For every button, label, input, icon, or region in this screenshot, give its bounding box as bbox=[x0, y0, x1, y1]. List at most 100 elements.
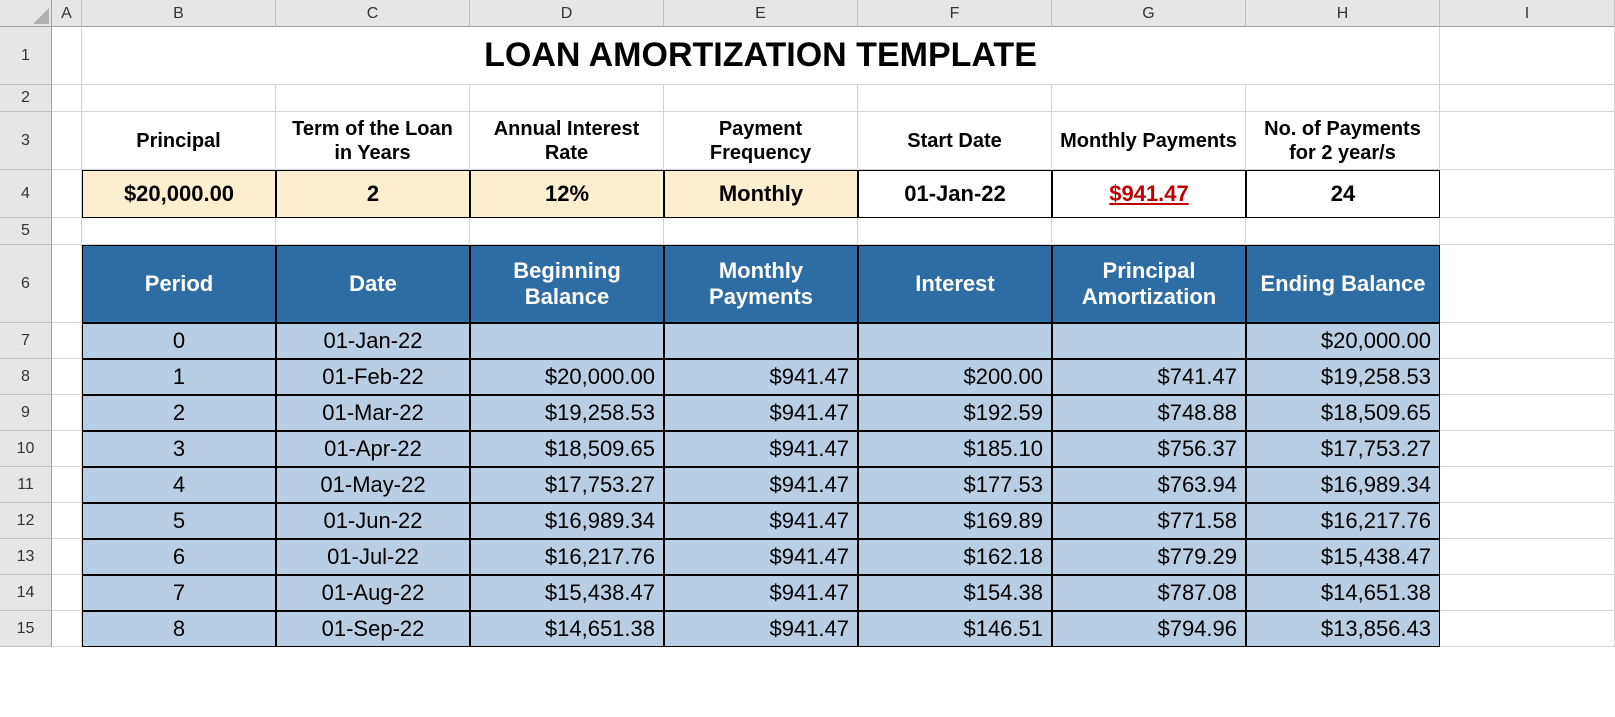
table-cell-r4-c4[interactable]: $177.53 bbox=[858, 467, 1052, 503]
table-cell-r5-c4[interactable]: $169.89 bbox=[858, 503, 1052, 539]
row-header-7[interactable]: 7 bbox=[0, 323, 52, 359]
cell-I12[interactable] bbox=[1440, 503, 1615, 539]
table-cell-r5-c2[interactable]: $16,989.34 bbox=[470, 503, 664, 539]
param-value-3[interactable]: Monthly bbox=[664, 170, 858, 218]
cell-I3[interactable] bbox=[1440, 112, 1615, 170]
cell-I14[interactable] bbox=[1440, 575, 1615, 611]
column-header-E[interactable]: E bbox=[664, 0, 858, 27]
table-cell-r4-c6[interactable]: $16,989.34 bbox=[1246, 467, 1440, 503]
cell-G5[interactable] bbox=[1052, 218, 1246, 245]
param-value-5[interactable]: $941.47 bbox=[1052, 170, 1246, 218]
cell-A4[interactable] bbox=[52, 170, 82, 218]
table-cell-r2-c3[interactable]: $941.47 bbox=[664, 395, 858, 431]
table-cell-r2-c5[interactable]: $748.88 bbox=[1052, 395, 1246, 431]
table-cell-r7-c6[interactable]: $14,651.38 bbox=[1246, 575, 1440, 611]
cell-H2[interactable] bbox=[1246, 85, 1440, 112]
column-header-B[interactable]: B bbox=[82, 0, 276, 27]
table-cell-r6-c2[interactable]: $16,217.76 bbox=[470, 539, 664, 575]
table-cell-r1-c5[interactable]: $741.47 bbox=[1052, 359, 1246, 395]
cell-I7[interactable] bbox=[1440, 323, 1615, 359]
table-cell-r0-c4[interactable] bbox=[858, 323, 1052, 359]
cell-F5[interactable] bbox=[858, 218, 1052, 245]
cell-I15[interactable] bbox=[1440, 611, 1615, 647]
row-header-14[interactable]: 14 bbox=[0, 575, 52, 611]
cell-C2[interactable] bbox=[276, 85, 470, 112]
param-value-6[interactable]: 24 bbox=[1246, 170, 1440, 218]
cell-I4[interactable] bbox=[1440, 170, 1615, 218]
row-header-6[interactable]: 6 bbox=[0, 245, 52, 323]
cell-A3[interactable] bbox=[52, 112, 82, 170]
cell-B5[interactable] bbox=[82, 218, 276, 245]
row-header-12[interactable]: 12 bbox=[0, 503, 52, 539]
table-header-4[interactable]: Interest bbox=[858, 245, 1052, 323]
table-cell-r8-c4[interactable]: $146.51 bbox=[858, 611, 1052, 647]
cell-F2[interactable] bbox=[858, 85, 1052, 112]
table-cell-r8-c1[interactable]: 01-Sep-22 bbox=[276, 611, 470, 647]
table-cell-r6-c6[interactable]: $15,438.47 bbox=[1246, 539, 1440, 575]
cell-I8[interactable] bbox=[1440, 359, 1615, 395]
table-cell-r3-c6[interactable]: $17,753.27 bbox=[1246, 431, 1440, 467]
column-header-D[interactable]: D bbox=[470, 0, 664, 27]
cell-I5[interactable] bbox=[1440, 218, 1615, 245]
table-cell-r3-c5[interactable]: $756.37 bbox=[1052, 431, 1246, 467]
table-cell-r2-c4[interactable]: $192.59 bbox=[858, 395, 1052, 431]
table-cell-r5-c3[interactable]: $941.47 bbox=[664, 503, 858, 539]
column-header-A[interactable]: A bbox=[52, 0, 82, 27]
row-header-3[interactable]: 3 bbox=[0, 112, 52, 170]
cell-I10[interactable] bbox=[1440, 431, 1615, 467]
table-header-3[interactable]: Monthly Payments bbox=[664, 245, 858, 323]
cell-A14[interactable] bbox=[52, 575, 82, 611]
cell-C5[interactable] bbox=[276, 218, 470, 245]
table-cell-r6-c0[interactable]: 6 bbox=[82, 539, 276, 575]
cell-A5[interactable] bbox=[52, 218, 82, 245]
table-cell-r8-c3[interactable]: $941.47 bbox=[664, 611, 858, 647]
cell-A12[interactable] bbox=[52, 503, 82, 539]
cell-A7[interactable] bbox=[52, 323, 82, 359]
table-cell-r5-c0[interactable]: 5 bbox=[82, 503, 276, 539]
cell-A1[interactable] bbox=[52, 27, 82, 85]
column-header-C[interactable]: C bbox=[276, 0, 470, 27]
table-cell-r0-c3[interactable] bbox=[664, 323, 858, 359]
cell-I6[interactable] bbox=[1440, 245, 1615, 323]
row-header-5[interactable]: 5 bbox=[0, 218, 52, 245]
table-cell-r6-c5[interactable]: $779.29 bbox=[1052, 539, 1246, 575]
table-cell-r1-c0[interactable]: 1 bbox=[82, 359, 276, 395]
table-cell-r1-c3[interactable]: $941.47 bbox=[664, 359, 858, 395]
table-cell-r8-c6[interactable]: $13,856.43 bbox=[1246, 611, 1440, 647]
table-cell-r6-c3[interactable]: $941.47 bbox=[664, 539, 858, 575]
cell-E5[interactable] bbox=[664, 218, 858, 245]
cell-I9[interactable] bbox=[1440, 395, 1615, 431]
table-cell-r3-c2[interactable]: $18,509.65 bbox=[470, 431, 664, 467]
row-header-8[interactable]: 8 bbox=[0, 359, 52, 395]
cell-A2[interactable] bbox=[52, 85, 82, 112]
column-header-G[interactable]: G bbox=[1052, 0, 1246, 27]
table-cell-r5-c5[interactable]: $771.58 bbox=[1052, 503, 1246, 539]
table-cell-r6-c1[interactable]: 01-Jul-22 bbox=[276, 539, 470, 575]
table-cell-r4-c1[interactable]: 01-May-22 bbox=[276, 467, 470, 503]
table-cell-r0-c6[interactable]: $20,000.00 bbox=[1246, 323, 1440, 359]
cell-I13[interactable] bbox=[1440, 539, 1615, 575]
cell-G2[interactable] bbox=[1052, 85, 1246, 112]
table-cell-r2-c1[interactable]: 01-Mar-22 bbox=[276, 395, 470, 431]
row-header-15[interactable]: 15 bbox=[0, 611, 52, 647]
table-header-6[interactable]: Ending Balance bbox=[1246, 245, 1440, 323]
cell-A6[interactable] bbox=[52, 245, 82, 323]
table-cell-r8-c2[interactable]: $14,651.38 bbox=[470, 611, 664, 647]
row-header-4[interactable]: 4 bbox=[0, 170, 52, 218]
row-header-1[interactable]: 1 bbox=[0, 27, 52, 85]
table-cell-r4-c5[interactable]: $763.94 bbox=[1052, 467, 1246, 503]
row-header-2[interactable]: 2 bbox=[0, 85, 52, 112]
table-cell-r7-c1[interactable]: 01-Aug-22 bbox=[276, 575, 470, 611]
table-header-2[interactable]: Beginning Balance bbox=[470, 245, 664, 323]
cell-I1[interactable] bbox=[1440, 27, 1615, 85]
cell-B2[interactable] bbox=[82, 85, 276, 112]
cell-A11[interactable] bbox=[52, 467, 82, 503]
table-cell-r8-c0[interactable]: 8 bbox=[82, 611, 276, 647]
cell-A8[interactable] bbox=[52, 359, 82, 395]
table-cell-r7-c4[interactable]: $154.38 bbox=[858, 575, 1052, 611]
column-header-H[interactable]: H bbox=[1246, 0, 1440, 27]
table-cell-r7-c3[interactable]: $941.47 bbox=[664, 575, 858, 611]
cell-A10[interactable] bbox=[52, 431, 82, 467]
table-cell-r2-c0[interactable]: 2 bbox=[82, 395, 276, 431]
table-cell-r5-c1[interactable]: 01-Jun-22 bbox=[276, 503, 470, 539]
